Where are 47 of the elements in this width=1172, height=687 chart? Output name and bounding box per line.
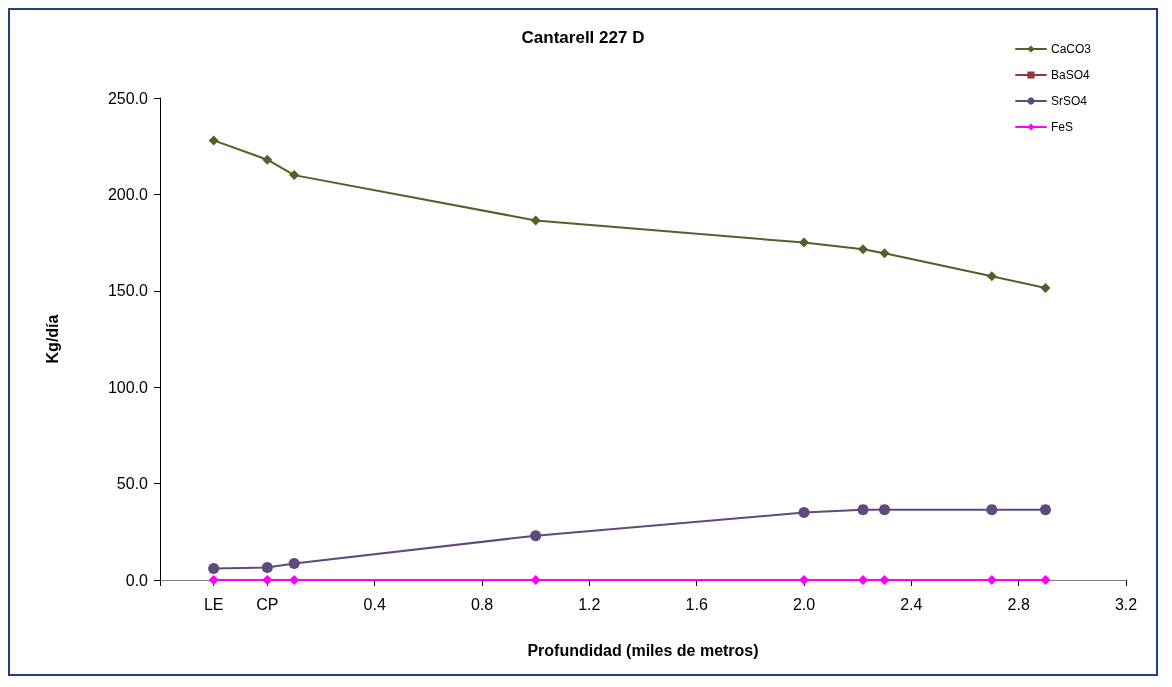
x-tick-label: 2.4 bbox=[900, 595, 923, 613]
x-tick-label: 2.0 bbox=[792, 595, 816, 613]
y-axis-title: Kg/día bbox=[43, 314, 61, 364]
x-axis-title: Profundidad (miles de metros) bbox=[527, 641, 759, 659]
y-tick-label: 100.0 bbox=[107, 378, 149, 396]
y-tick-label: 200.0 bbox=[107, 185, 149, 203]
y-tick-label: 0.0 bbox=[125, 571, 149, 589]
legend-label: SrSO4 bbox=[1050, 94, 1088, 108]
x-tick-label: 0.8 bbox=[470, 595, 494, 613]
point bbox=[208, 135, 219, 146]
point bbox=[879, 248, 890, 259]
point bbox=[799, 237, 809, 248]
point bbox=[858, 244, 869, 255]
point bbox=[530, 575, 541, 585]
point bbox=[208, 562, 220, 574]
point bbox=[530, 215, 541, 226]
point bbox=[1040, 504, 1051, 516]
legend-label: CaCO3 bbox=[1050, 42, 1092, 56]
point bbox=[261, 561, 273, 573]
legend-label: FeS bbox=[1050, 120, 1073, 134]
point bbox=[986, 271, 997, 282]
point bbox=[289, 170, 300, 181]
point bbox=[288, 558, 300, 570]
point bbox=[1040, 282, 1051, 293]
point bbox=[879, 504, 890, 516]
point bbox=[208, 575, 219, 585]
x-tick-label: 1.2 bbox=[578, 595, 601, 613]
x-tick-label: 3.2 bbox=[1114, 595, 1138, 613]
point bbox=[857, 504, 869, 516]
point bbox=[799, 575, 809, 585]
x-tick-label: 2.8 bbox=[1007, 595, 1030, 613]
point bbox=[1040, 575, 1051, 585]
y-tick-label: 150.0 bbox=[107, 282, 149, 300]
point bbox=[798, 507, 810, 519]
point bbox=[530, 530, 542, 542]
x-tick-label: CP bbox=[256, 595, 279, 613]
y-tick-label: 50.0 bbox=[116, 475, 149, 493]
x-tick-label: LE bbox=[203, 595, 224, 613]
point bbox=[986, 504, 998, 516]
point bbox=[262, 575, 273, 585]
x-tick-label: 0.4 bbox=[363, 595, 386, 613]
legend-label: BaSO4 bbox=[1050, 68, 1090, 82]
x-tick-label: 1.6 bbox=[685, 595, 708, 613]
chart-title: Cantarell 227 D bbox=[521, 28, 645, 47]
point bbox=[262, 154, 273, 165]
y-tick-label: 250.0 bbox=[107, 89, 149, 107]
point bbox=[879, 575, 890, 585]
